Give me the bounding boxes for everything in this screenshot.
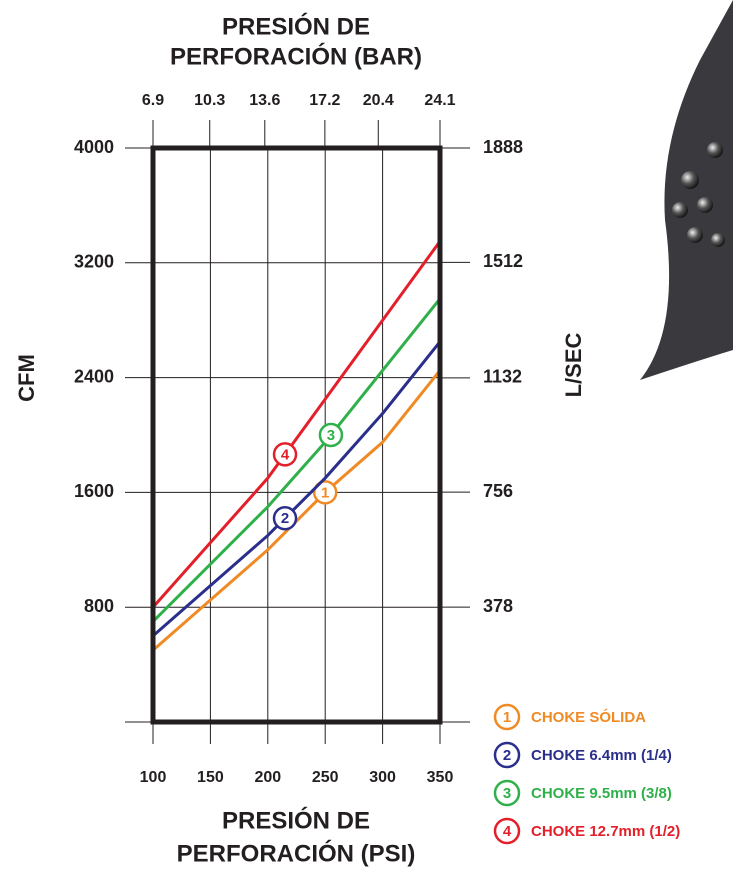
x2-tick-label: 13.6 — [249, 92, 280, 109]
x-tick-label: 300 — [369, 769, 396, 786]
legend-marker-label: 2 — [503, 747, 511, 764]
y-tick-label: 3200 — [74, 252, 114, 272]
y2-tick-label: 378 — [483, 596, 513, 616]
y2-tick-label: 1888 — [483, 137, 523, 157]
legend-label: CHOKE 6.4mm (1/4) — [531, 747, 672, 764]
legend-marker-circle — [493, 817, 521, 845]
x2-tick-label: 17.2 — [309, 92, 340, 109]
series-marker-circle — [312, 480, 338, 505]
legend-label: CHOKE 12.7mm (1/2) — [531, 823, 680, 840]
x2-tick-label: 20.4 — [363, 92, 394, 109]
y2-tick-label: 756 — [483, 481, 513, 501]
x-axis-title: PERFORACIÓN (PSI) — [177, 839, 416, 867]
x-tick-label: 250 — [312, 769, 339, 786]
series-marker-label: 1 — [321, 484, 329, 501]
y-tick-label: 800 — [84, 596, 114, 616]
legend-marker-circle — [493, 703, 521, 731]
legend-label: CHOKE 9.5mm (3/8) — [531, 785, 672, 802]
y2-axis-title: L/SEC — [561, 333, 586, 398]
series-marker-circle — [272, 442, 298, 467]
x-tick-label: 150 — [197, 769, 224, 786]
x-axis-title: PRESIÓN DE — [222, 806, 370, 834]
series-marker-label: 4 — [281, 446, 290, 463]
y2-tick-label: 1512 — [483, 251, 523, 271]
legend-marker-circle — [493, 741, 521, 769]
x-axis-title-top: PRESIÓN DE — [222, 12, 370, 40]
series-marker-circle — [318, 422, 344, 448]
legend-marker-label: 3 — [503, 785, 511, 802]
series-line — [152, 369, 442, 652]
y-axis-title: CFM — [14, 354, 39, 402]
drill-bit-photo — [640, 0, 733, 380]
x-tick-label: 200 — [254, 769, 281, 786]
y-tick-label: 1600 — [74, 481, 114, 501]
legend-marker-circle — [493, 779, 521, 807]
x-tick-label: 350 — [427, 769, 454, 786]
series-marker-circle — [272, 505, 298, 531]
legend-marker-label: 1 — [503, 709, 511, 726]
series-marker-label: 3 — [327, 427, 335, 444]
y-tick-label: 2400 — [74, 366, 114, 386]
plot-frame — [150, 145, 443, 725]
series-line — [151, 297, 442, 623]
x-tick-label: 100 — [140, 769, 167, 786]
series-line — [152, 340, 442, 638]
x-axis-title-top: PERFORACIÓN (BAR) — [170, 42, 422, 70]
series-marker-label: 2 — [281, 510, 289, 527]
x2-tick-label: 24.1 — [424, 92, 455, 109]
y2-tick-label: 1132 — [483, 367, 522, 387]
y-tick-label: 4000 — [74, 137, 114, 157]
legend-label: CHOKE SÓLIDA — [531, 708, 646, 726]
legend-marker-label: 4 — [503, 823, 512, 840]
x2-tick-label: 6.9 — [142, 92, 164, 109]
x2-tick-label: 10.3 — [194, 92, 225, 109]
series-line — [151, 240, 442, 609]
